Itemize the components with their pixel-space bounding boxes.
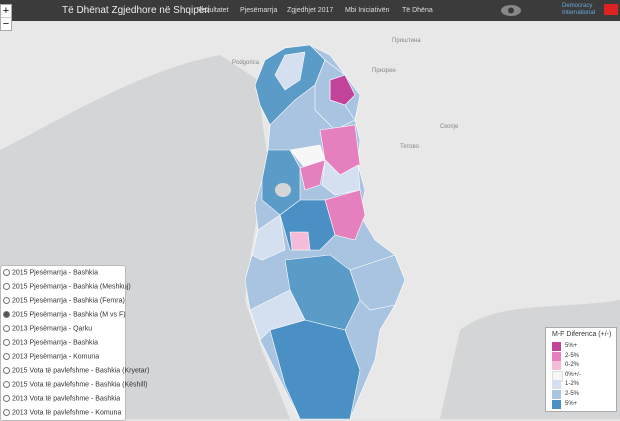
layer-option[interactable]: 2015 Vota të pavlefshme - Bashkia (Këshi…	[3, 381, 147, 388]
nav-link[interactable]: Zgjedhjet 2017	[287, 7, 334, 14]
nav-link[interactable]: Pjesëmarrja	[240, 7, 278, 14]
layer-list: 2015 Pjesëmarrja - Bashkia 2015 Pjesëmarr…	[0, 265, 149, 421]
radio[interactable]	[3, 339, 10, 346]
map-labels: Podgorica Приштина Скопје Тетово Призрен	[232, 38, 459, 150]
legend-title: M-F Diferenca (+/-)	[552, 331, 612, 338]
flag[interactable]	[604, 4, 618, 15]
layer-label: 2013 Vota të pavlefshme - Komuna	[12, 409, 122, 417]
zoom-out[interactable]: −	[1, 17, 11, 30]
legend-label: 2-5%	[565, 352, 580, 359]
legend-swatch	[552, 390, 561, 399]
legend: M-F Diferenca (+/-) 5%+ 2-5% 0-2% 0%+/- 1-2% 2…	[545, 327, 617, 412]
radio[interactable]	[3, 395, 10, 402]
region	[289, 231, 311, 251]
city-label: Podgorica	[232, 60, 260, 66]
legend-label: 5%+	[565, 400, 578, 407]
layer-option[interactable]: 2015 Pjesëmarrja - Bashkia (Femra)	[3, 297, 125, 304]
layer-option[interactable]: 2015 Pjesëmarrja - Bashkia (Meshkuj)	[3, 283, 131, 290]
radio[interactable]	[3, 367, 10, 374]
layer-label: 2015 Pjesëmarrja - Bashkia (Meshkuj)	[12, 283, 131, 291]
legend-swatch	[552, 399, 561, 409]
radio[interactable]	[3, 297, 10, 304]
nav-link[interactable]: Të Dhëna	[402, 7, 433, 14]
layer-label: 2013 Vota të pavlefshme - Bashkia	[12, 395, 121, 403]
layer-label: 2015 Pjesëmarrja - Bashkia (Femra)	[12, 297, 125, 305]
albania	[244, 44, 406, 419]
region	[249, 289, 306, 341]
radio[interactable]	[3, 353, 10, 360]
layer-label: 2015 Vota të pavlefshme - Bashkia (Këshi…	[12, 381, 148, 389]
legend-swatch	[552, 380, 561, 390]
layer-label: 2013 Pjesëmarrja - Qarku	[12, 325, 93, 333]
legend-label: 1-2%	[565, 381, 580, 388]
layer-option[interactable]: 2013 Pjesëmarrja - Bashkia	[3, 339, 98, 346]
radio[interactable]	[3, 269, 10, 276]
city-label: Приштина	[392, 38, 421, 44]
radio[interactable]	[3, 409, 10, 416]
layer-option[interactable]: 2013 Vota të pavlefshme - Komuna	[3, 409, 121, 416]
radio[interactable]	[3, 325, 10, 332]
city-label: Тетово	[400, 144, 420, 150]
legend-label: 2-5%	[565, 391, 580, 397]
layer-option[interactable]: 2015 Vota të pavlefshme - Bashkia (Kryet…	[3, 367, 149, 374]
legend-label: 0-2%	[565, 362, 580, 369]
radio[interactable]	[3, 283, 10, 290]
radio[interactable]	[3, 381, 10, 388]
layer-label: 2015 Vota të pavlefshme - Bashkia (Kryet…	[12, 367, 150, 375]
radio[interactable]	[3, 311, 10, 318]
layer-label: 2013 Pjesëmarrja - Bashkia	[12, 339, 98, 347]
brand-line: International	[562, 10, 596, 16]
site-title[interactable]: Të Dhënat Zgjedhore në Shqipëri	[62, 5, 210, 16]
legend-swatch	[552, 361, 561, 371]
region	[269, 319, 361, 419]
layer-option[interactable]: 2013 Vota të pavlefshme - Bashkia	[3, 395, 120, 402]
eye-icon[interactable]	[500, 4, 522, 17]
layer-option[interactable]: 2015 Pjesëmarrja - Bashkia (M vs F)	[3, 311, 126, 318]
legend-swatch	[552, 351, 561, 361]
layer-option[interactable]: 2013 Pjesëmarrja - Qarku	[3, 325, 92, 332]
city-label: Скопје	[440, 124, 459, 130]
nav-link[interactable]: Rezultatet	[197, 7, 229, 14]
region	[274, 51, 306, 91]
nav-link[interactable]: Mbi Iniciativën	[345, 7, 390, 14]
lake	[275, 183, 291, 197]
region	[349, 254, 406, 311]
brand-line: Democracy	[562, 3, 593, 9]
zoom-in[interactable]: +	[2, 5, 10, 17]
legend-label: 0%+/-	[565, 371, 581, 378]
layer-label: 2015 Pjesëmarrja - Bashkia (M vs F)	[12, 311, 126, 319]
legend-swatch	[552, 342, 561, 351]
layer-option[interactable]: 2013 Pjesëmarrja - Komuna	[3, 353, 99, 360]
city-label: Призрен	[372, 68, 396, 74]
region	[251, 214, 286, 261]
layer-label: 2013 Pjesëmarrja - Komuna	[12, 353, 100, 361]
zoom-control: + −	[0, 4, 12, 31]
header: Të Dhënat Zgjedhore në Shqipëri Rezultat…	[0, 0, 620, 21]
layer-label: 2015 Pjesëmarrja - Bashkia	[12, 269, 98, 277]
region	[299, 159, 326, 191]
layer-option[interactable]: 2015 Pjesëmarrja - Bashkia	[3, 269, 98, 276]
region	[314, 59, 356, 131]
legend-label: 5%+	[565, 343, 578, 349]
brand[interactable]: Democracy International	[562, 3, 595, 17]
